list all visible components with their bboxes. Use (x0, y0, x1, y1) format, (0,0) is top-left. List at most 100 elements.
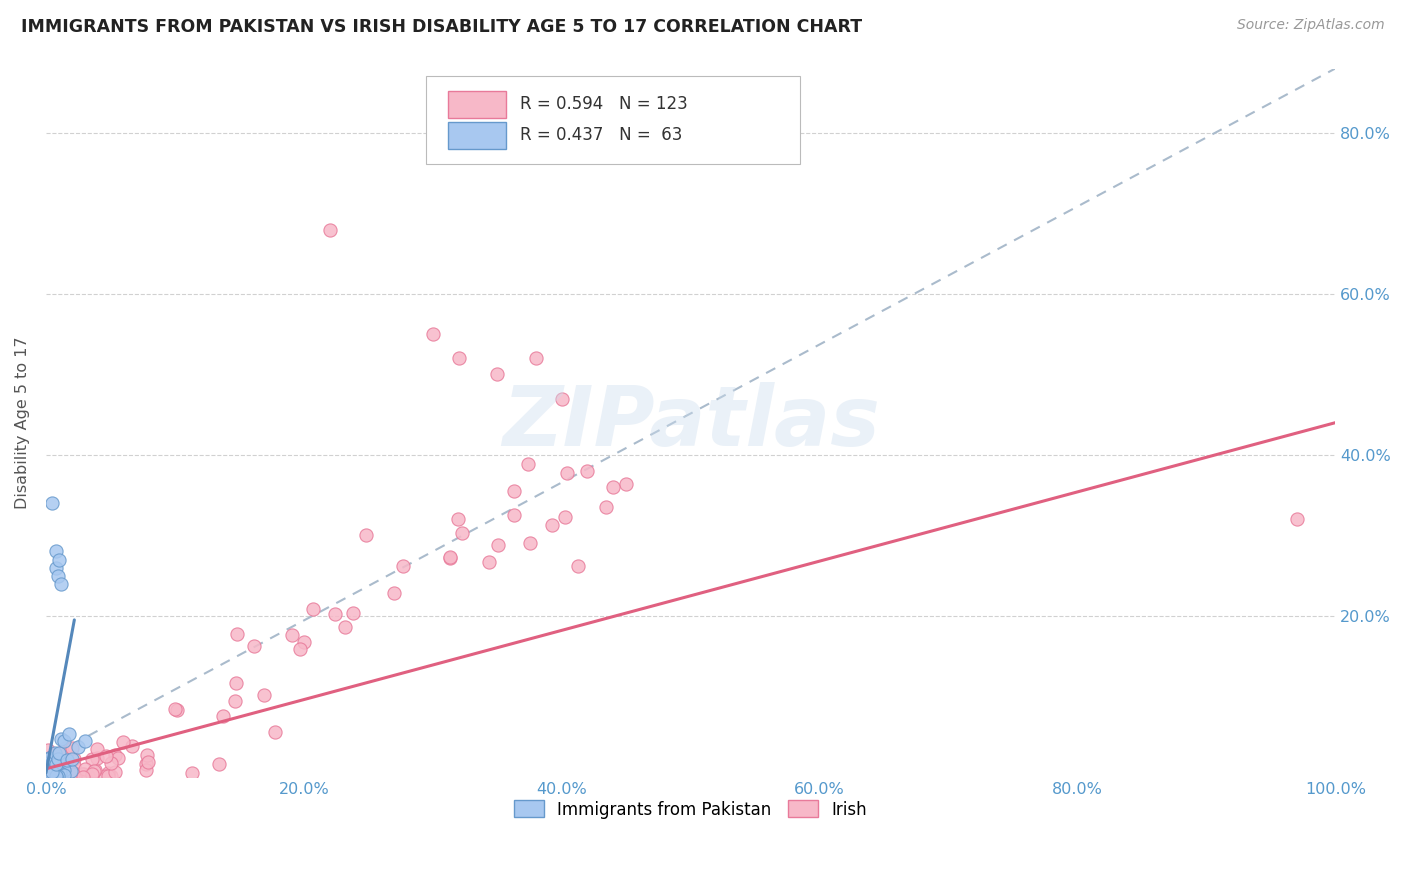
Point (62, 767, 84, 781)
Point (104, 748, 127, 763)
Point (80, 752, 103, 766)
Point (301, 602, 323, 616)
Point (52, 764, 75, 779)
Point (58, 726, 80, 740)
Point (1285, 512, 1308, 526)
Point (292, 635, 315, 649)
Point (39, 750, 62, 764)
Point (382, 586, 405, 600)
Point (41, 762, 63, 776)
Point (42, 756, 65, 771)
Point (519, 536, 541, 550)
Point (38, 769, 60, 783)
Point (45, 762, 67, 776)
Y-axis label: Disability Age 5 to 17: Disability Age 5 to 17 (15, 336, 30, 509)
Point (38, 768, 60, 782)
Point (225, 675, 247, 690)
Point (38, 763, 60, 777)
Point (86, 751, 108, 765)
Point (44, 769, 66, 783)
Point (42, 763, 65, 777)
Text: R = 0.594   N = 123: R = 0.594 N = 123 (520, 95, 688, 113)
Point (45, 544, 67, 558)
Point (41, 751, 63, 765)
Point (35, 765, 58, 780)
Point (48, 746, 70, 760)
Point (37, 764, 59, 779)
Point (447, 351, 470, 366)
Point (53, 734, 76, 748)
Point (60, 752, 83, 766)
Point (486, 368, 509, 382)
Point (439, 550, 461, 565)
Point (41, 763, 63, 777)
Point (136, 755, 159, 769)
Point (100, 756, 122, 770)
Point (83, 764, 105, 778)
Point (72, 770, 94, 784)
Point (44, 751, 66, 765)
Point (263, 725, 285, 739)
Point (49, 764, 72, 779)
Point (41, 760, 63, 774)
Point (55, 740, 77, 755)
Point (35, 764, 58, 778)
Point (55, 767, 77, 781)
Point (166, 703, 188, 717)
Point (45, 769, 67, 783)
Point (253, 688, 276, 702)
Point (51, 764, 73, 778)
Point (35, 755, 58, 769)
Point (55, 753, 77, 767)
Point (42, 762, 65, 776)
Point (554, 509, 576, 524)
Point (46, 762, 69, 776)
Point (45, 751, 67, 765)
Point (318, 222, 340, 236)
Point (39, 762, 62, 776)
Point (243, 639, 266, 653)
Legend: Immigrants from Pakistan, Irish: Immigrants from Pakistan, Irish (508, 794, 875, 825)
Point (39, 770, 62, 784)
Point (70, 767, 93, 781)
FancyBboxPatch shape (449, 122, 506, 149)
Point (35, 760, 58, 774)
Point (135, 757, 157, 772)
Point (97, 765, 120, 780)
Point (46, 751, 69, 765)
Point (121, 739, 143, 753)
Point (35, 757, 58, 772)
Point (51, 770, 73, 784)
Point (280, 628, 302, 642)
Point (73, 767, 96, 781)
Point (55, 768, 77, 782)
Point (48, 764, 70, 779)
Point (41, 764, 63, 778)
Point (42, 752, 65, 766)
Point (290, 641, 312, 656)
Point (333, 620, 356, 634)
Point (35, 763, 58, 777)
Point (212, 708, 235, 723)
Point (51, 732, 73, 747)
Point (45, 770, 67, 784)
Point (224, 694, 246, 708)
Point (46, 767, 69, 781)
Point (53, 768, 76, 782)
Point (503, 508, 526, 523)
Point (48, 552, 70, 566)
Point (37, 752, 59, 766)
Point (45, 764, 67, 779)
Point (67, 740, 90, 755)
Point (540, 517, 562, 532)
Point (42, 764, 65, 779)
Point (447, 512, 470, 526)
Point (180, 766, 202, 780)
Point (392, 558, 415, 573)
Point (60, 740, 83, 755)
Point (35, 763, 58, 777)
Point (37, 764, 59, 779)
Point (65, 767, 87, 781)
Point (45, 770, 67, 784)
Point (135, 763, 157, 777)
